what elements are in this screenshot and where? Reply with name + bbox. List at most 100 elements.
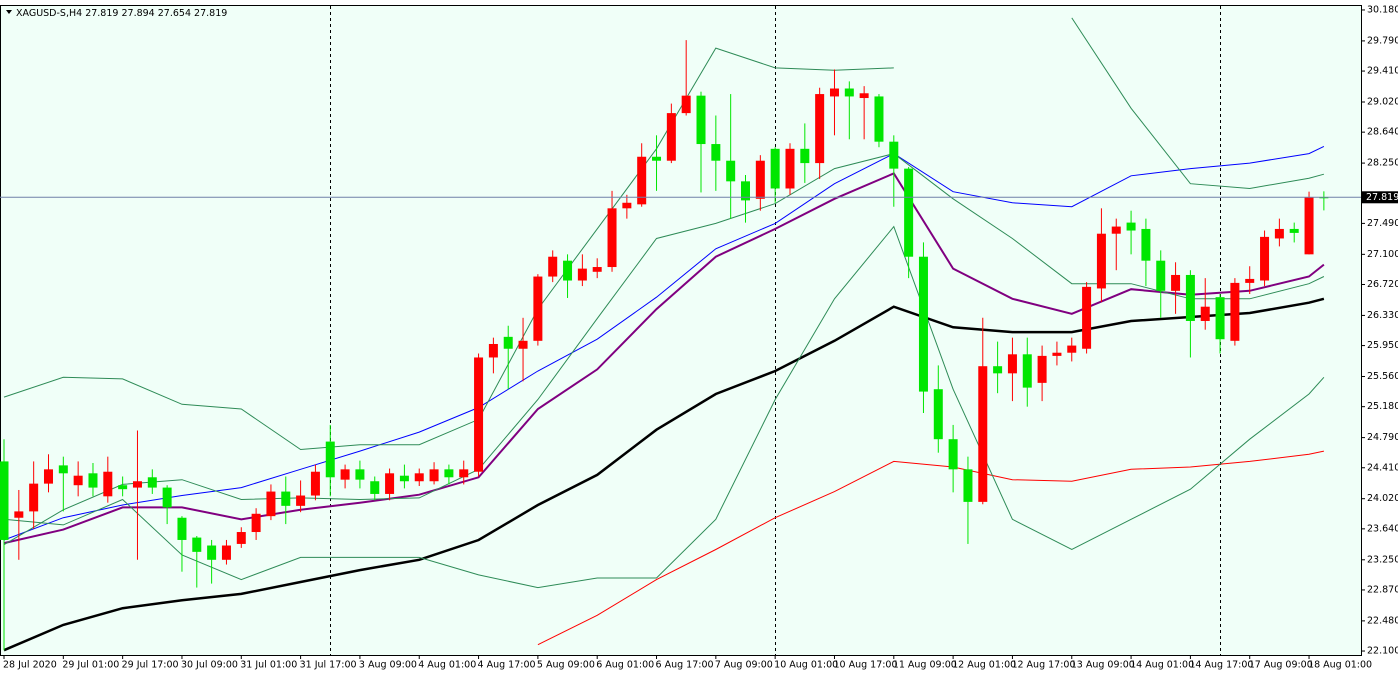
candle-body <box>1052 352 1062 356</box>
candle-body <box>310 471 320 496</box>
y-tick-label: 26.330 <box>1367 310 1398 321</box>
x-tick-label: 12 Aug 17:00 <box>1011 660 1075 671</box>
symbol: XAGUSD-S,H4 <box>16 8 82 19</box>
candle-body <box>43 469 53 484</box>
x-tick-label: 14 Aug 01:00 <box>1130 660 1194 671</box>
x-tick-label: 6 Aug 01:00 <box>596 660 654 671</box>
candle-body <box>1230 282 1240 341</box>
candle-body <box>978 366 988 502</box>
candle-body <box>236 532 246 544</box>
candle-body <box>1260 236 1270 281</box>
candle-body <box>177 517 187 540</box>
candle-body <box>1111 226 1121 234</box>
candle-body <box>162 487 172 508</box>
candle-body <box>444 469 454 478</box>
indicator-line <box>3 17 1325 451</box>
candle-body <box>266 491 276 517</box>
x-tick-label: 30 Jul 09:00 <box>181 660 238 671</box>
y-tick-label: 29.410 <box>1367 66 1398 77</box>
candle-body <box>132 481 142 488</box>
x-tick-label: 28 Jul 2020 <box>3 660 57 671</box>
y-tick-label: 29.790 <box>1367 35 1398 46</box>
candle-body <box>251 513 261 533</box>
y-tick-label: 23.250 <box>1367 554 1398 565</box>
x-tick-label: 10 Aug 17:00 <box>833 660 897 671</box>
candle-body <box>829 88 839 97</box>
candle-body <box>103 471 113 497</box>
x-tick-label: 29 Jul 17:00 <box>122 660 179 671</box>
candle-body <box>785 148 795 189</box>
candle-body <box>14 511 24 518</box>
candle-body <box>874 96 884 142</box>
x-tick-label: 12 Aug 01:00 <box>952 660 1016 671</box>
price-label-box <box>1362 191 1398 204</box>
y-tick-label: 25.180 <box>1367 401 1398 412</box>
candle-body <box>1156 260 1166 291</box>
candle-body <box>755 160 765 199</box>
candle-body <box>577 268 587 281</box>
candle-body <box>385 473 395 494</box>
candles <box>0 40 1329 651</box>
candle-body <box>1096 233 1106 289</box>
y-tick-label: 22.100 <box>1367 646 1398 657</box>
candle-body <box>518 340 528 349</box>
candle-body <box>73 475 83 486</box>
candle-body <box>548 256 558 277</box>
candle-body <box>207 545 217 560</box>
candle-body <box>711 144 721 161</box>
candle-body <box>666 113 676 161</box>
x-tick-label: 7 Aug 09:00 <box>715 660 773 671</box>
y-tick-label: 24.790 <box>1367 432 1398 443</box>
candle-body <box>474 357 484 472</box>
candle-body <box>1200 306 1210 321</box>
y-tick-label: 24.410 <box>1367 462 1398 473</box>
candle-body <box>1007 354 1017 374</box>
candle-body <box>637 156 647 205</box>
candle-body <box>88 473 98 488</box>
low-value: 27.654 <box>158 8 191 19</box>
candle-body <box>963 469 973 502</box>
indicator-line <box>3 145 1325 541</box>
candle-body <box>1245 278 1255 283</box>
y-tick-label: 26.720 <box>1367 279 1398 290</box>
candle-body <box>948 439 958 470</box>
y-tick-label: 23.640 <box>1367 523 1398 534</box>
candle-body <box>1274 228 1284 239</box>
candle-body <box>147 477 157 488</box>
x-tick-label: 6 Aug 17:00 <box>656 660 714 671</box>
candle-body <box>889 141 899 169</box>
candle-body <box>933 389 943 440</box>
candle-body <box>1126 222 1136 231</box>
candle-body <box>533 276 543 341</box>
x-tick-label: 13 Aug 09:00 <box>1071 660 1135 671</box>
candle-body <box>1067 345 1077 353</box>
x-tick-label: 31 Jul 17:00 <box>300 660 357 671</box>
candle-body <box>904 168 914 257</box>
x-tick-label: 4 Aug 01:00 <box>418 660 476 671</box>
y-tick-label: 27.490 <box>1367 218 1398 229</box>
candle-body <box>815 94 825 164</box>
candle-body <box>563 260 573 281</box>
indicator-line <box>3 172 1325 545</box>
axes: 30.180 29.790 29.410 29.020 28.640 28.250 27.4… <box>0 4 1398 671</box>
x-tick-label: 11 Aug 09:00 <box>893 660 957 671</box>
x-tick-label: 4 Aug 17:00 <box>478 660 536 671</box>
y-tick-label: 27.100 <box>1367 249 1398 260</box>
x-tick-label: 14 Aug 17:00 <box>1189 660 1253 671</box>
candle-body <box>1022 354 1032 388</box>
x-tick-label: 10 Aug 01:00 <box>774 660 838 671</box>
menu-arrow <box>6 10 12 14</box>
x-tick-label: 5 Aug 09:00 <box>537 660 595 671</box>
y-tick-label: 28.640 <box>1367 127 1398 138</box>
candle-body <box>1304 197 1314 255</box>
candle-body <box>1185 274 1195 321</box>
y-tick-label: 30.180 <box>1367 4 1398 15</box>
y-tick-label: 25.950 <box>1367 340 1398 351</box>
candle-body <box>58 465 68 474</box>
candle-body <box>918 256 928 392</box>
candle-body <box>800 148 810 164</box>
candle-body <box>296 495 306 506</box>
y-tick-label: 29.020 <box>1367 97 1398 108</box>
